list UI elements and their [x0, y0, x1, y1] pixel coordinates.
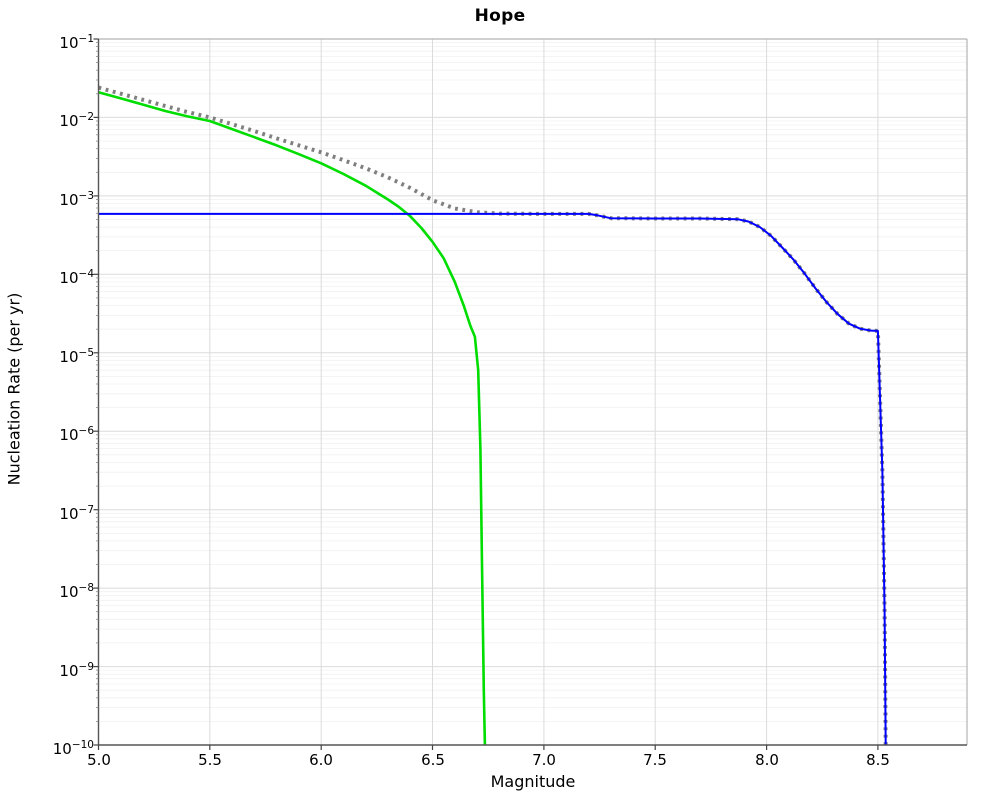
chart-title: Hope	[474, 6, 526, 26]
y-tick-label: 10−10	[52, 739, 94, 758]
y-tick-label: 10−8	[59, 582, 94, 601]
x-tick-label: 8.5	[866, 751, 890, 769]
x-tick-label: 8.0	[755, 751, 779, 769]
y-tick-label: 10−7	[59, 504, 94, 523]
x-tick-label: 5.0	[87, 751, 111, 769]
y-tick-label: 10−9	[59, 661, 94, 680]
x-axis-label: Magnitude	[490, 772, 576, 791]
y-tick-label: 10−2	[59, 111, 94, 130]
x-tick-label: 6.0	[309, 751, 333, 769]
x-tick-label: 5.5	[198, 751, 222, 769]
x-tick-label: 7.0	[532, 751, 556, 769]
y-tick-label: 10−4	[59, 268, 94, 287]
series-tapered-rate-green	[98, 90, 487, 746]
y-tick-label: 10−3	[59, 190, 94, 209]
series-total-rate-dotted	[97, 85, 888, 746]
x-tick-label: 7.5	[643, 751, 667, 769]
y-tick-label: 10−5	[59, 347, 94, 366]
y-axis-label: Nucleation Rate (per yr)	[4, 292, 24, 486]
x-tick-label: 6.5	[421, 751, 445, 769]
series-floor-rate-blue	[98, 212, 887, 746]
y-tick-label: 10−6	[59, 425, 94, 444]
y-tick-label: 10−1	[59, 33, 94, 52]
